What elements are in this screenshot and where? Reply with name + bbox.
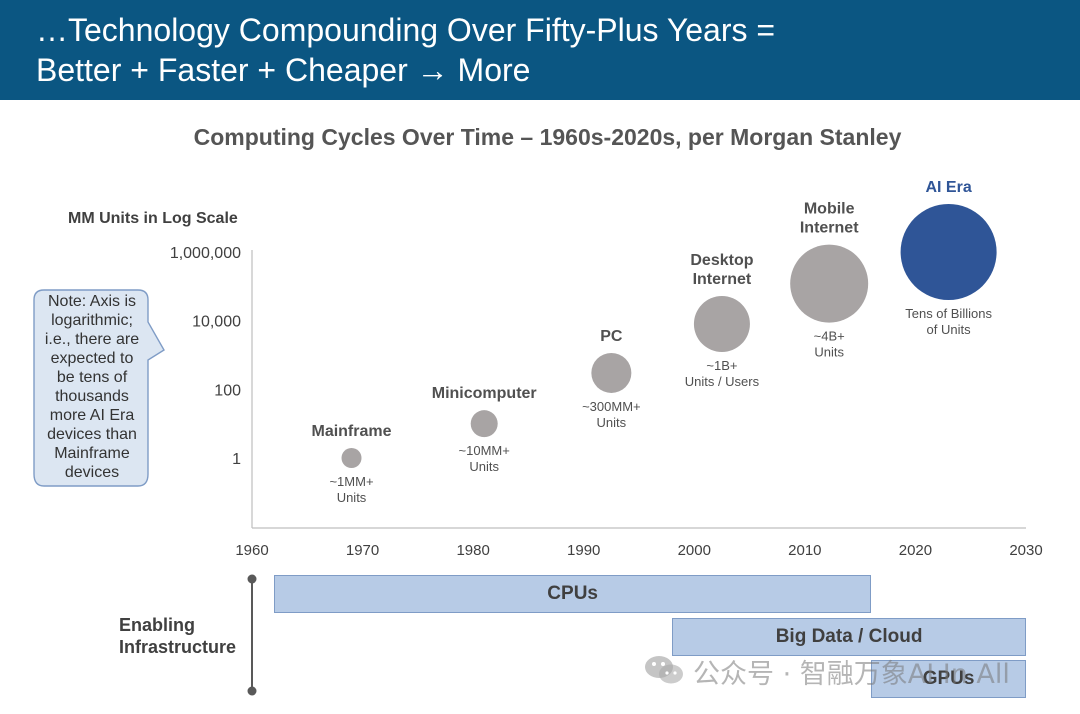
header-title-line-1: …Technology Compounding Over Fifty-Plus … [36,12,776,48]
bubble-units-label: of Units [927,322,972,337]
note-line: logarithmic; [51,312,133,329]
watermark-text: 公众号 · 智融万象AI In All [693,659,1010,690]
infrastructure-bar-label: GPUs [922,668,975,689]
note-line: Mainframe [54,445,130,462]
x-tick-label: 2000 [678,542,711,559]
y-tick-label: 100 [214,382,241,399]
infrastructure-label: Enabling Infrastructure [119,614,236,658]
bubble-units-label: ~4B+ [814,329,845,344]
wechat-icon [645,656,683,684]
note-line: expected to [50,350,134,367]
infrastructure-axis-top-dot [247,574,257,584]
bubble-marker [790,244,869,323]
bubble-units-label: Units [597,415,627,430]
bubble-units-label: ~1B+ [706,358,737,373]
note-line: i.e., there are [44,331,140,348]
x-tick-label: 1990 [567,542,600,559]
infrastructure-bar-label: CPUs [547,583,598,604]
chart-title: Computing Cycles Over Time – 1960s-2020s… [193,124,902,150]
note-line: devices than [47,426,137,443]
x-tick-label: 2030 [1009,542,1042,559]
bubble-units-label: Units [337,490,367,505]
bubble-units-label: Units [814,345,844,360]
bubble-name-label: Internet [800,220,859,237]
x-tick-label: 2020 [899,542,932,559]
bubble-name-label: PC [600,328,623,345]
infrastructure-bar: Big Data / Cloud [672,618,1026,656]
bubble-units-label: Tens of Billions [905,306,992,321]
y-tick-label: 1,000,000 [170,245,241,262]
y-tick-label: 1 [232,451,241,468]
bubble-marker [900,204,997,300]
bubble-name-label: AI Era [925,179,971,196]
infrastructure-label-line: Enabling [119,615,195,635]
bubble-name-label: Desktop [690,252,753,269]
note-line: Note: Axis is [47,293,137,310]
bubble-name-label: Mobile [804,201,855,218]
bubble-name-label: Internet [693,271,752,288]
note-line: more AI Era [49,407,135,424]
bubble-marker [470,410,498,438]
x-tick-label: 1960 [235,542,268,559]
bubble-units-label: ~1MM+ [329,474,373,489]
y-axis-label: MM Units in Log Scale [68,210,238,227]
bubble-units-label: ~10MM+ [459,443,510,458]
bubble-marker [693,295,750,352]
x-tick-label: 1970 [346,542,379,559]
bubble-units-label: Units / Users [685,374,760,389]
y-tick-label: 10,000 [192,314,241,331]
bubble-units-label: Units [469,459,499,474]
header-title-line-2: Better + Faster + Cheaper → More [36,52,531,88]
bubble-marker [591,352,632,393]
bubble-units-label: ~300MM+ [582,399,641,414]
note-line: be tens of [56,369,128,386]
note-line: thousands [55,388,129,405]
infrastructure-axis-bottom-dot [247,686,257,696]
x-tick-label: 2010 [788,542,821,559]
note-line: devices [64,464,120,481]
infrastructure-bar: GPUs [871,660,1026,698]
infrastructure-bar: CPUs [274,575,872,613]
bubble-name-label: Minicomputer [432,385,537,402]
infrastructure-label-line: Infrastructure [119,637,237,657]
bubble-marker [341,448,362,468]
x-tick-label: 1980 [456,542,489,559]
header-banner: …Technology Compounding Over Fifty-Plus … [0,0,1080,100]
infrastructure-bar-label: Big Data / Cloud [775,626,923,647]
note-callout-shape [33,289,165,487]
bubble-name-label: Mainframe [311,423,391,440]
